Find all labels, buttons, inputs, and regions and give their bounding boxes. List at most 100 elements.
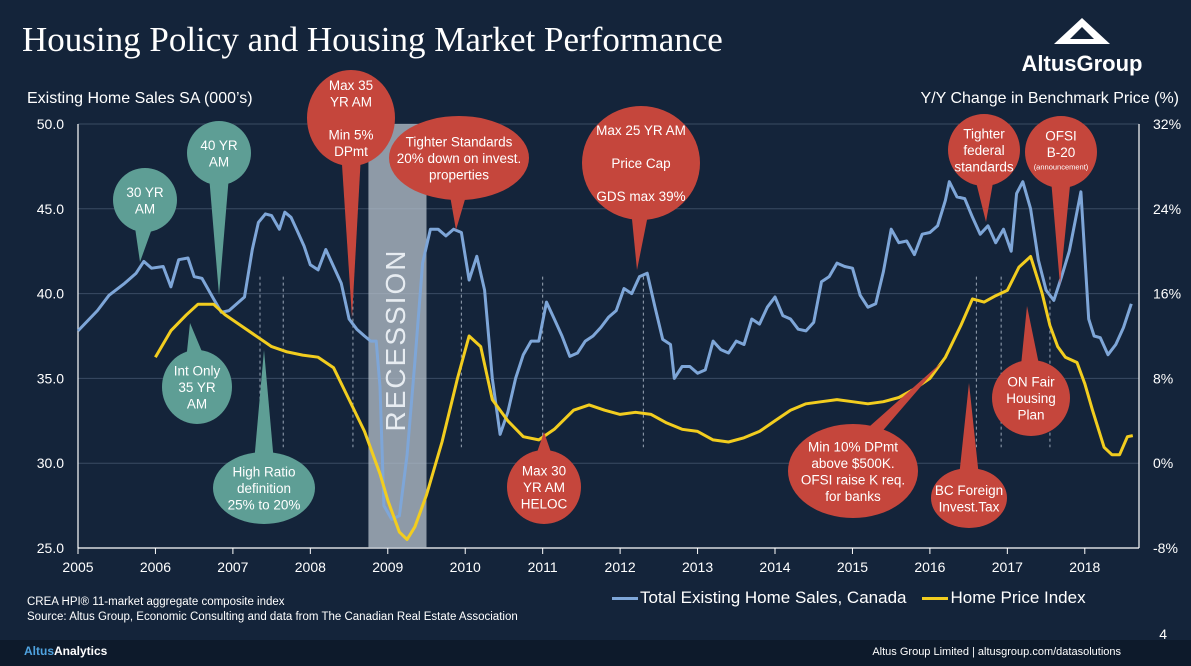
x-tick-label: 2011 bbox=[528, 559, 558, 575]
callout-pointer bbox=[1020, 306, 1041, 372]
callout-text: GDS max 39% bbox=[596, 189, 685, 204]
callout-text: Tighter Standards bbox=[406, 135, 513, 150]
callout-text: AM bbox=[209, 154, 229, 169]
y-tick-label-right: 8% bbox=[1153, 370, 1173, 386]
y-tick-label-right: 0% bbox=[1153, 455, 1173, 471]
x-tick-label: 2016 bbox=[914, 559, 945, 575]
callout-text: BC Foreign bbox=[935, 483, 1003, 498]
callout-ellipse bbox=[788, 424, 918, 518]
callout-text: 20% down on invest. bbox=[397, 151, 522, 166]
callout-bubble: Min 10% DPmt above $500K.OFSI raise K req… bbox=[788, 362, 942, 518]
page-number: 4 bbox=[1159, 626, 1167, 642]
company-logo: AltusGroup bbox=[1017, 18, 1147, 77]
y-tick-label-left: 30.0 bbox=[37, 455, 64, 471]
callout-pointer bbox=[1050, 177, 1071, 285]
callout-subtext: (announcement) bbox=[1034, 163, 1089, 172]
x-tick-label: 2013 bbox=[682, 559, 713, 575]
callout-text: 35 YR bbox=[178, 380, 216, 395]
y-tick-label-right: 24% bbox=[1153, 201, 1181, 217]
callout-ellipse bbox=[113, 168, 177, 232]
callout-text: HELOC bbox=[521, 497, 568, 512]
callout-pointer bbox=[856, 362, 942, 439]
x-tick-label: 2005 bbox=[62, 559, 93, 575]
callout-text: Max 25 YR AM bbox=[596, 123, 686, 138]
callout-text: Invest.Tax bbox=[939, 499, 1000, 514]
callout-text: Plan bbox=[1017, 408, 1044, 423]
price-index-series-line bbox=[154, 255, 1134, 541]
callout-text: B-20 bbox=[1047, 145, 1076, 160]
legend-label-sales: Total Existing Home Sales, Canada bbox=[640, 588, 907, 607]
legend-swatch-sales bbox=[612, 596, 638, 600]
callout-text: 40 YR bbox=[200, 138, 238, 153]
callout-text: definition bbox=[237, 481, 291, 496]
legend-label-hpi: Home Price Index bbox=[950, 588, 1086, 607]
callout-pointer bbox=[209, 175, 229, 295]
y-tick-label-left: 50.0 bbox=[37, 116, 64, 132]
callout-text: AM bbox=[135, 201, 155, 216]
callout-text: Price Cap bbox=[611, 156, 670, 171]
callout-text: Max 30 bbox=[522, 464, 566, 479]
callout-text: AM bbox=[187, 397, 207, 412]
footer-link[interactable]: Altus Group Limited | altusgroup.com/dat… bbox=[872, 646, 1121, 658]
legend-item-hpi: Home Price Index bbox=[922, 588, 1086, 608]
callout-text: 30 YR bbox=[126, 185, 164, 200]
x-tick-label: 2007 bbox=[217, 559, 248, 575]
callout-text: above $500K. bbox=[811, 456, 894, 471]
callout-pointer bbox=[341, 151, 362, 318]
logo-text: AltusGroup bbox=[1021, 51, 1143, 76]
source-note-line2: Source: Altus Group, Economic Consulting… bbox=[27, 611, 518, 623]
callout-bubble: Max 25 YR AM Price Cap GDS max 39% bbox=[582, 106, 700, 270]
callout-bubble: Max 35 YR AM Min 5%DPmt bbox=[307, 70, 395, 318]
left-axis-title: Existing Home Sales SA (000’s) bbox=[27, 90, 253, 107]
page-title: Housing Policy and Housing Market Perfor… bbox=[22, 20, 723, 59]
callout-ellipse bbox=[992, 360, 1070, 436]
callout-text: High Ratio bbox=[232, 465, 295, 480]
callout-text: for banks bbox=[825, 489, 881, 504]
y-tick-label-left: 35.0 bbox=[37, 370, 64, 386]
x-tick-label: 2015 bbox=[837, 559, 868, 575]
x-tick-label: 2006 bbox=[140, 559, 171, 575]
x-tick-label: 2012 bbox=[605, 559, 636, 575]
source-note-line1: CREA HPI® 11-market aggregate composite … bbox=[27, 596, 285, 608]
callout-text: Max 35 bbox=[329, 78, 373, 93]
right-axis-title: Y/Y Change in Benchmark Price (%) bbox=[920, 90, 1179, 107]
callout-text: Tighter bbox=[963, 127, 1005, 142]
footer-brand-b: Analytics bbox=[54, 644, 108, 658]
legend-swatch-hpi bbox=[922, 596, 949, 600]
callout-text: Int Only bbox=[174, 364, 221, 379]
callout-text: ON Fair bbox=[1007, 375, 1055, 390]
callout-ellipse bbox=[307, 70, 395, 166]
y-tick-label-left: 40.0 bbox=[37, 286, 64, 302]
y-tick-label-right: 32% bbox=[1153, 116, 1181, 132]
housing-chart: 50.0 32% 45.0 24% 40.0 16% 35.0 8% 30.0 0% 25.0 -8%… bbox=[37, 70, 1181, 575]
callout-text: Min 10% DPmt bbox=[808, 439, 898, 454]
logo-mountain-icon bbox=[1054, 18, 1110, 44]
sales-series-line bbox=[76, 180, 1133, 521]
callout-text: OFSI raise K req. bbox=[801, 472, 905, 487]
callout-ellipse bbox=[213, 452, 315, 524]
footer-brand: AltusAnalytics bbox=[24, 644, 107, 658]
x-tick-label: 2010 bbox=[450, 559, 481, 575]
callout-text: OFSI bbox=[1045, 129, 1077, 144]
callout-ellipse bbox=[162, 350, 232, 424]
callout-text: Housing bbox=[1006, 391, 1056, 406]
footer-bar bbox=[0, 640, 1191, 666]
x-tick-label: 2009 bbox=[372, 559, 403, 575]
x-tick-label: 2008 bbox=[295, 559, 326, 575]
x-tick-label: 2018 bbox=[1069, 559, 1100, 575]
footer-brand-a: Altus bbox=[24, 644, 54, 658]
callout-ellipse bbox=[931, 468, 1007, 528]
y-tick-label-left: 25.0 bbox=[37, 540, 64, 556]
callout-ellipse bbox=[187, 121, 251, 185]
callout-pointer bbox=[959, 383, 979, 477]
callout-pointer bbox=[134, 222, 155, 262]
callout-text: federal bbox=[963, 143, 1004, 158]
